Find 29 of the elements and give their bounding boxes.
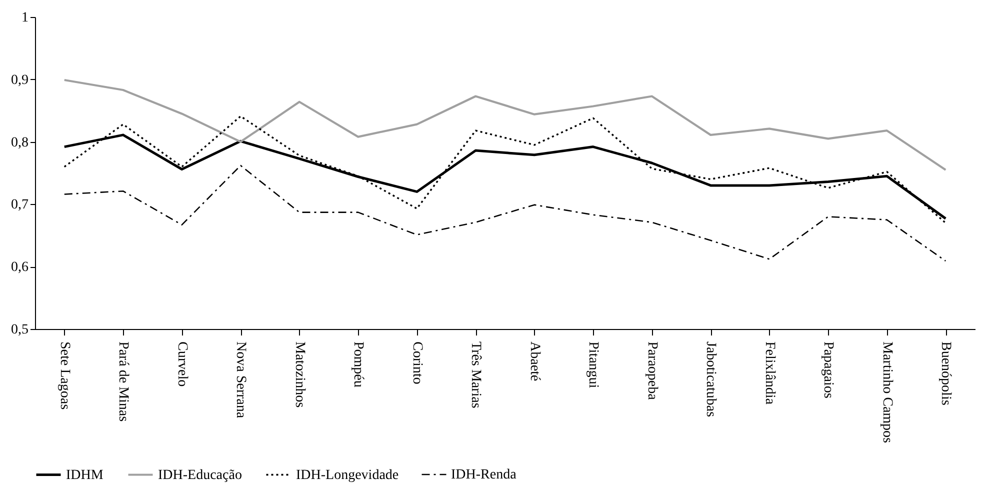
x-tick-label: Nova Serrana [233, 342, 248, 419]
x-tick-label: Corinto [409, 342, 424, 384]
x-tick-label: Abaeté [526, 342, 542, 382]
y-tick-label: 0,6 [11, 260, 28, 276]
y-tick-label: 1 [22, 10, 28, 26]
x-tick-label: Pompéu [350, 342, 366, 388]
line-series [64, 164, 946, 262]
x-tick-label: Paraopeba [644, 342, 660, 401]
x-tick-label: Curvelo [174, 342, 190, 387]
y-tick-label: 0,8 [11, 135, 28, 150]
line-series [64, 115, 946, 224]
y-tick-label: 0,5 [11, 322, 28, 338]
x-tick-label: Pará de Minas [116, 342, 131, 422]
x-tick-label: Pitangui [586, 342, 601, 388]
y-tick-label: 0,7 [11, 198, 28, 213]
x-tick-label: Sete Lagoas [56, 342, 72, 410]
legend-label: IDH-Renda [451, 468, 518, 482]
legend-label: IDH-Educação [158, 468, 242, 483]
x-tick-label: Papagaios [820, 342, 836, 398]
line-series [63, 78, 947, 171]
legend-label: IDH-Longevidade [296, 468, 399, 483]
x-tick-label: Felixlândia [762, 342, 777, 406]
x-tick-label: Martinho Campos [879, 342, 894, 443]
x-tick-label: Três Marias [468, 342, 484, 408]
x-tick-label: Jaboticatubas [703, 342, 718, 417]
y-tick-label: 0,9 [11, 72, 28, 88]
x-tick-label: Buenópolis [938, 342, 954, 406]
x-tick-label: Matozinhos [292, 342, 307, 408]
legend-label: IDHM [66, 468, 104, 483]
